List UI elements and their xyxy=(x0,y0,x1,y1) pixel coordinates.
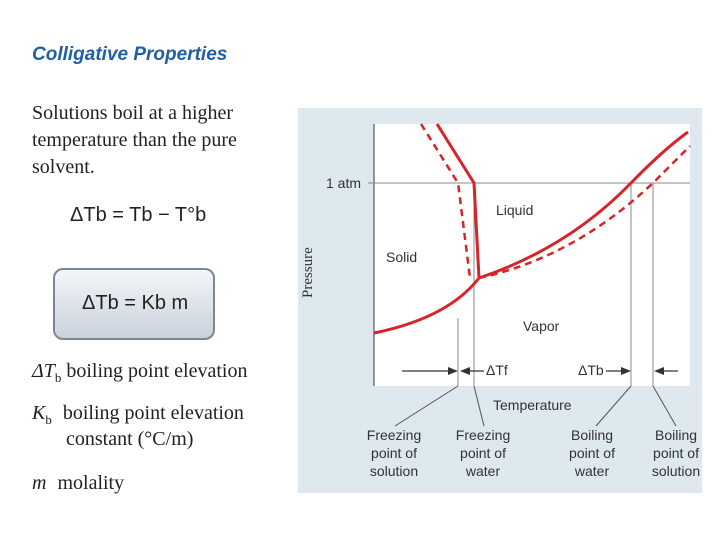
caption-line: water xyxy=(465,463,501,479)
caption-fp-water: Freezing point of water xyxy=(443,426,523,480)
slide-title: Colligative Properties xyxy=(32,44,228,65)
leader-bp-solution xyxy=(652,385,677,427)
caption-line: water xyxy=(574,463,610,479)
equation-kb-m: ΔTb = Kb m xyxy=(82,292,188,315)
arrowhead xyxy=(448,367,458,375)
vapor-pressure-curve-solution xyxy=(478,145,691,280)
equation1-text: ΔTb = Tb − T°b xyxy=(70,204,207,226)
definition-symbol: m xyxy=(32,472,47,494)
caption-line: Boiling xyxy=(654,427,698,443)
one-atm-label: 1 atm xyxy=(326,175,362,191)
caption-line: point of xyxy=(653,445,699,461)
region-solid: Solid xyxy=(386,249,418,265)
intro-text: Solutions boil at a higher temperature t… xyxy=(32,102,237,178)
caption-line: point of xyxy=(460,445,506,461)
equation-delta-tb: ΔTb = Tb − T°b xyxy=(70,204,206,227)
definition-delta-tb: ΔTb boiling point elevation xyxy=(32,360,247,386)
arrowhead xyxy=(460,367,470,375)
arrowhead xyxy=(621,367,631,375)
definition-m: m molality xyxy=(32,472,124,495)
equation2-text: ΔTb = Kb m xyxy=(82,292,189,314)
definition-kb-line2: constant (°C/m) xyxy=(66,428,194,450)
vapor-pressure-curve xyxy=(373,130,689,335)
definition-text: boiling point elevation xyxy=(66,360,248,382)
definition-symbol: ΔT xyxy=(32,360,55,382)
caption-line: point of xyxy=(371,445,417,461)
caption-bp-solution: Boiling point of solution xyxy=(636,426,716,480)
equation-box xyxy=(53,268,215,340)
solid-liquid-curve xyxy=(435,123,481,279)
caption-bp-water: Boiling point of water xyxy=(552,426,632,480)
caption-line: point of xyxy=(569,445,615,461)
caption-line: Boiling xyxy=(570,427,614,443)
definition-sub: b xyxy=(45,412,52,427)
definition-text: boiling point elevation xyxy=(62,402,244,424)
definition-sub: b xyxy=(54,370,62,385)
definition-symbol: K xyxy=(32,402,46,424)
phase-diagram: 1 atm Pressure Liquid Solid Vapor ΔTf ΔT… xyxy=(298,108,702,493)
delta-tf-label: ΔTf xyxy=(486,362,508,378)
caption-fp-solution: Freezing point of solution xyxy=(354,426,434,480)
arrowhead xyxy=(654,367,664,375)
y-axis-label: Pressure xyxy=(300,247,316,298)
leader-fp-water xyxy=(473,385,485,427)
x-axis-label: Temperature xyxy=(493,397,572,413)
region-vapor: Vapor xyxy=(523,318,560,334)
definition-kb: Kb boiling point elevation xyxy=(32,402,244,428)
phase-diagram-graphic xyxy=(368,123,691,427)
delta-tb-label: ΔTb xyxy=(578,362,604,378)
definition-text: molality xyxy=(57,472,125,494)
caption-line: Freezing xyxy=(366,427,422,443)
caption-line: solution xyxy=(369,463,419,479)
caption-line: Freezing xyxy=(455,427,511,443)
leader-fp-solution xyxy=(394,385,459,427)
solid-liquid-curve-solution xyxy=(419,123,472,279)
caption-line: solution xyxy=(651,463,701,479)
region-liquid: Liquid xyxy=(496,202,534,218)
leader-bp-water xyxy=(595,385,632,427)
